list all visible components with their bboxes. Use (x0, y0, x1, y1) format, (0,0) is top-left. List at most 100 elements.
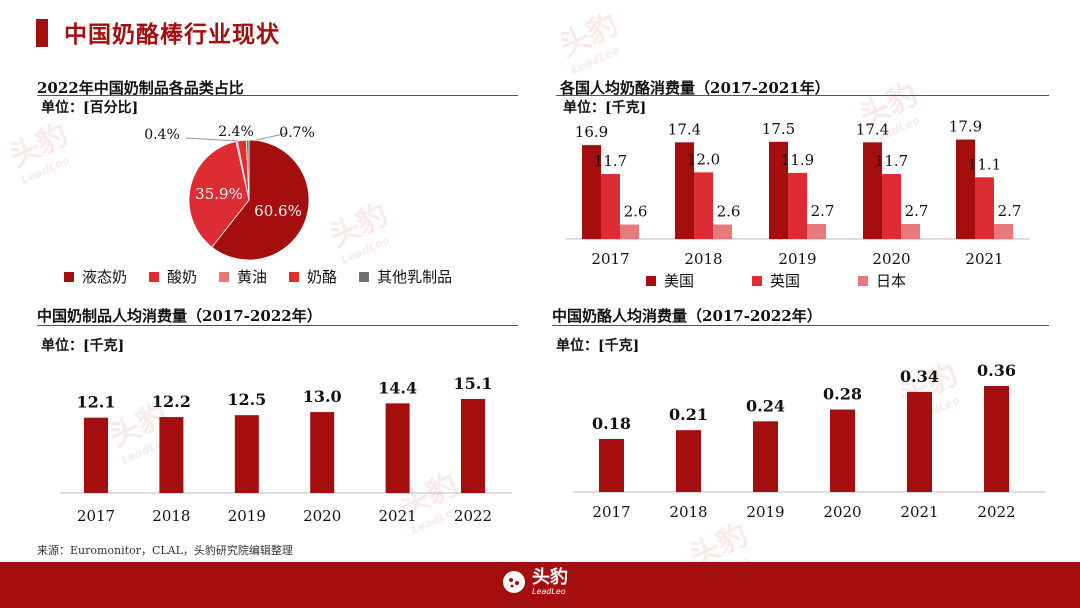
bar (694, 172, 713, 239)
pie-legend: 液态奶 酸奶 黄油 奶酪 其他乳制品 (64, 266, 452, 287)
bar (830, 409, 855, 492)
panel-title: 各国人均奶酪消费量（2017-2021年） (560, 79, 830, 97)
data-label: 11.7 (875, 152, 908, 170)
legend-item: 黄油 (219, 266, 267, 287)
data-label: 17.4 (856, 120, 889, 138)
data-label: 2.7 (905, 202, 929, 220)
x-tick-label: 2019 (778, 250, 816, 268)
x-tick-label: 2018 (152, 507, 190, 525)
legend-label: 液态奶 (82, 268, 128, 286)
data-label: 17.5 (762, 120, 795, 138)
data-label: 12.1 (77, 393, 116, 412)
data-label: 35.9% (195, 185, 243, 203)
bar (882, 174, 901, 239)
leader-line (255, 132, 289, 141)
legend-label: 其他乳制品 (377, 268, 453, 286)
bar (461, 399, 485, 493)
panel-title: 中国奶制品人均消费量（2017-2022年） (37, 307, 322, 325)
legend-label: 黄油 (237, 268, 268, 286)
data-label: 2.4% (218, 124, 254, 140)
unit-label: 单位：[千克] (556, 338, 640, 354)
data-label: 2.7 (811, 202, 835, 220)
data-label: 11.1 (968, 155, 1001, 173)
data-label: 12.2 (152, 392, 191, 411)
data-label: 13.0 (303, 387, 342, 406)
footer-bar: 头豹 LeadLeo (0, 562, 1080, 608)
legend-swatch (289, 271, 300, 282)
bar (675, 142, 694, 239)
x-tick-label: 2022 (977, 503, 1015, 521)
x-tick-label: 2017 (77, 507, 115, 525)
legend-swatch (219, 271, 230, 282)
x-tick-label: 2021 (900, 503, 938, 521)
legend-label: 日本 (876, 272, 907, 290)
legend-swatch (646, 275, 656, 286)
legend-label: 英国 (770, 272, 801, 290)
x-tick-label: 2017 (591, 250, 629, 268)
bar (84, 417, 108, 493)
bar (901, 224, 920, 239)
data-label: 0.7% (279, 125, 315, 141)
bar (975, 177, 994, 239)
legend-item: 酸奶 (149, 266, 197, 287)
pie-slice (245, 139, 250, 201)
divider (552, 325, 1049, 326)
bar (994, 224, 1013, 239)
data-label: 17.9 (949, 118, 982, 136)
divider (556, 95, 1049, 96)
source-note: 来源：Euromonitor，CLAL，头豹研究院编辑整理 (37, 544, 293, 557)
divider (37, 95, 518, 96)
bar (863, 142, 882, 239)
x-tick-label: 2020 (823, 503, 861, 521)
data-label: 0.18 (592, 414, 631, 433)
bar (599, 439, 624, 492)
bar (159, 417, 184, 493)
legend-item: 日本 (858, 270, 906, 291)
legend-label: 奶酪 (307, 268, 338, 286)
bar (769, 141, 788, 239)
bar (601, 174, 620, 239)
bar (984, 386, 1009, 492)
legend-swatch (64, 271, 74, 282)
data-label: 12.5 (227, 390, 266, 409)
x-tick-label: 2019 (746, 503, 784, 521)
brand-name: 头豹 (532, 566, 568, 588)
data-label: 0.34 (900, 367, 939, 386)
legend-item: 奶酪 (289, 266, 337, 287)
bar (907, 391, 932, 492)
data-label: 17.4 (668, 120, 701, 138)
legend-swatch (359, 271, 370, 282)
legend-label: 美国 (664, 272, 695, 290)
pie-slice (188, 140, 250, 248)
data-label: 2.7 (998, 202, 1022, 220)
data-label: 11.7 (594, 152, 627, 170)
data-label: 12.0 (687, 150, 720, 168)
brand-logo: 头豹 LeadLeo (500, 568, 568, 596)
legend-item: 英国 (752, 270, 800, 291)
leader-line (185, 137, 239, 142)
data-label: 0.21 (669, 405, 708, 424)
legend-swatch (752, 275, 763, 286)
x-tick-label: 2021 (965, 250, 1003, 268)
unit-label: 单位：[千克] (563, 100, 647, 116)
data-label: 14.4 (378, 378, 417, 397)
leopard-icon (503, 571, 525, 593)
legend-item: 其他乳制品 (359, 266, 452, 287)
bar-legend: 美国 英国 日本 (646, 270, 906, 291)
legend-swatch (858, 275, 869, 286)
x-tick-label: 2018 (684, 250, 722, 268)
bar (385, 403, 410, 493)
bar (310, 412, 335, 493)
bar (676, 430, 701, 492)
data-label: 2.6 (717, 203, 741, 221)
bar (807, 224, 826, 239)
x-tick-label: 2019 (228, 507, 266, 525)
data-label: 2.6 (624, 203, 648, 221)
x-tick-label: 2018 (669, 503, 707, 521)
bar (620, 224, 639, 239)
pie-slice (211, 139, 310, 261)
divider (37, 325, 518, 326)
data-label: 0.4% (144, 127, 180, 143)
panel-title: 中国奶酪人均消费量（2017-2022年） (552, 307, 822, 325)
